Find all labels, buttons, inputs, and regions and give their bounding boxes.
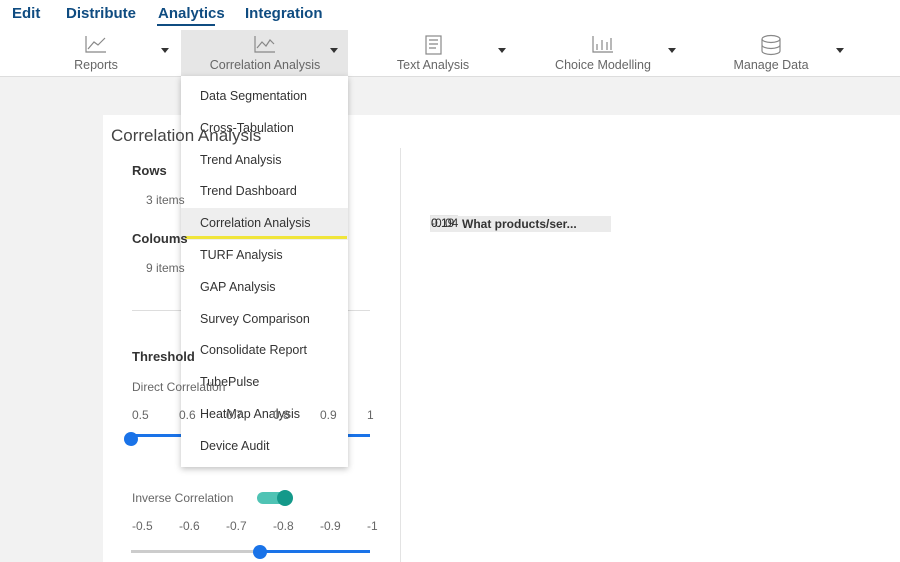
dropdown-item[interactable]: Data Segmentation bbox=[200, 89, 308, 103]
toolbar-item[interactable]: Text Analysis bbox=[396, 58, 470, 72]
dropdown-item[interactable]: Consolidate Report bbox=[200, 343, 308, 358]
slider-tick: 0.7 bbox=[226, 408, 243, 422]
divider bbox=[400, 148, 401, 562]
dropdown-item[interactable]: Device Audit bbox=[200, 438, 270, 453]
columns-value[interactable]: 9 items bbox=[146, 261, 185, 275]
active-underline bbox=[157, 24, 215, 26]
dropdown-item[interactable]: GAP Analysis bbox=[200, 279, 276, 294]
menu-item[interactable]: Distribute bbox=[66, 5, 137, 22]
rows-value[interactable]: 3 items bbox=[146, 193, 185, 207]
toolbar-item[interactable]: Manage Data bbox=[733, 58, 809, 72]
slider-tick: -0.6 bbox=[179, 519, 200, 533]
dropdown-item[interactable]: Trend Dashboard bbox=[200, 184, 297, 199]
row-header: What products/ser... bbox=[430, 215, 607, 232]
caret[interactable] bbox=[498, 48, 506, 53]
threshold-label: Threshold bbox=[132, 349, 195, 364]
dropdown-item[interactable]: Survey Comparison bbox=[200, 311, 310, 326]
toolbar-item[interactable]: Reports bbox=[74, 58, 118, 72]
dropdown-item[interactable]: TURF Analysis bbox=[200, 248, 283, 262]
slider-tick: 0.9 bbox=[320, 408, 337, 422]
toolbar-icons bbox=[85, 34, 781, 56]
slider-tick: -0.8 bbox=[273, 519, 294, 533]
inverse-label: Inverse Correlation bbox=[132, 491, 234, 505]
dropdown: Data Segmentation Cross-Tabulation Trend A… bbox=[181, 76, 348, 467]
slider-tick: -0.7 bbox=[226, 519, 247, 533]
slider-tick: -0.9 bbox=[320, 519, 341, 533]
panel-title: Correlation Analysis bbox=[111, 126, 262, 145]
inverse-track bbox=[131, 550, 260, 553]
slider-tick: 0.8 bbox=[273, 408, 290, 422]
inverse-track-fill bbox=[260, 550, 370, 553]
caret[interactable] bbox=[668, 48, 676, 53]
rows-label: Rows bbox=[132, 163, 167, 178]
menu-item[interactable]: Analytics bbox=[158, 5, 225, 22]
menu-bar bbox=[0, 0, 900, 30]
toolbar-item[interactable]: Correlation Analysis bbox=[209, 58, 321, 72]
slider-tick: 0.5 bbox=[132, 408, 149, 422]
toggle-knob bbox=[277, 490, 293, 506]
slider-tick: 1 bbox=[367, 408, 374, 422]
toolbar-item[interactable]: Choice Modelling bbox=[555, 58, 651, 72]
slider-tick: -1 bbox=[367, 519, 378, 533]
menu-item[interactable]: Integration bbox=[245, 5, 323, 22]
direct-label: Direct Correlation bbox=[132, 380, 226, 394]
caret[interactable] bbox=[836, 48, 844, 53]
menu-item[interactable]: Edit bbox=[12, 5, 41, 22]
table-cell: 0.1 bbox=[430, 215, 448, 230]
dropdown-item[interactable]: Cross-Tabulation bbox=[200, 120, 294, 135]
inverse-knob[interactable] bbox=[253, 545, 267, 559]
slider-tick: -0.5 bbox=[132, 519, 153, 533]
dropdown-highlight bbox=[181, 208, 348, 240]
slider-tick: 0.6 bbox=[179, 408, 196, 422]
dropdown-item[interactable]: HeatMap Analysis bbox=[200, 407, 301, 421]
columns-label: Coloums bbox=[132, 231, 188, 246]
dropdown-item[interactable]: Trend Analysis bbox=[200, 152, 282, 167]
direct-knob[interactable] bbox=[124, 432, 138, 446]
dropdown-item[interactable]: TubePulse bbox=[200, 375, 260, 390]
toolbar-active bbox=[181, 30, 348, 76]
toolbar bbox=[0, 30, 900, 77]
caret[interactable] bbox=[161, 48, 169, 53]
dropdown-item[interactable]: Correlation Analysis bbox=[200, 216, 311, 231]
caret[interactable] bbox=[330, 48, 338, 53]
highlight-underline bbox=[185, 236, 347, 239]
